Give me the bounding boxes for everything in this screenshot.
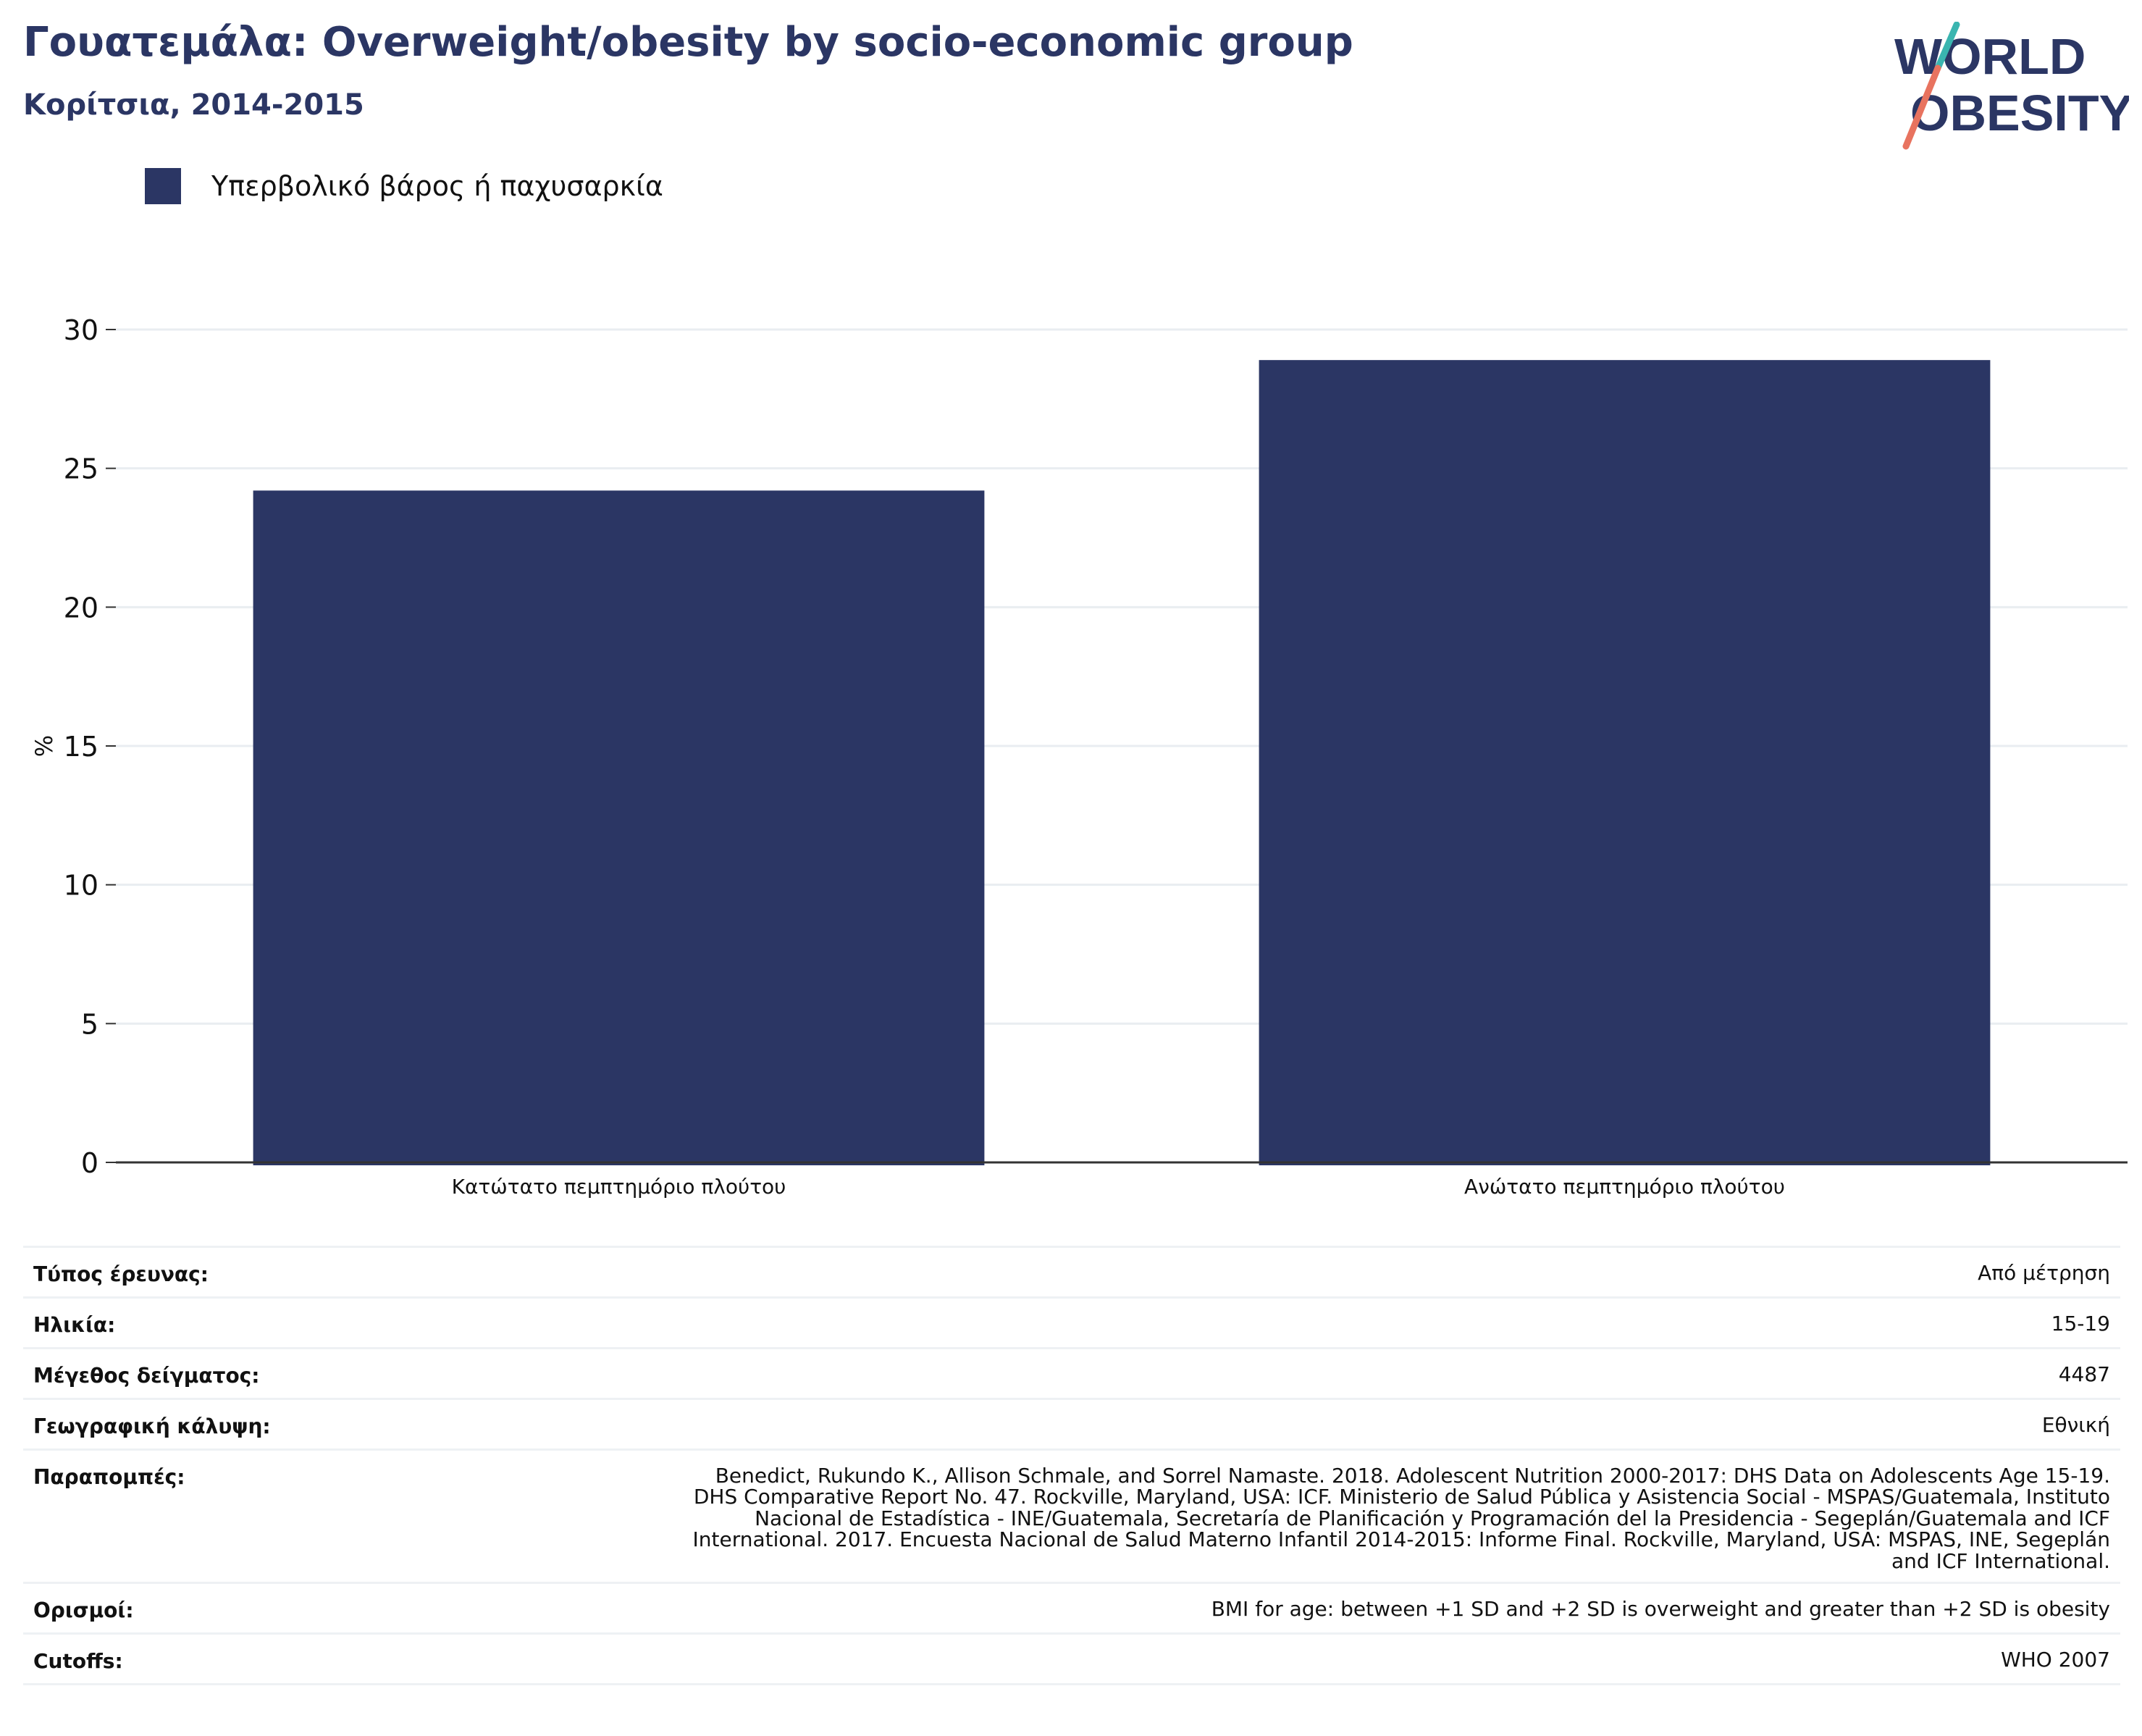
info-value: WHO 2007 [550, 1632, 2120, 1685]
y-tick-label: 5 [81, 1008, 98, 1040]
info-row: Ορισμοί: BMI for age: between +1 SD and +… [23, 1581, 2120, 1634]
info-value: 4487 [550, 1347, 2120, 1399]
info-value-line: and ICF International. [1891, 1548, 2110, 1573]
info-value-line: International. 2017. Encuesta Nacional d… [692, 1527, 2110, 1552]
info-key: Μέγεθος δείγματος: [23, 1347, 550, 1399]
y-tick-label: 15 [64, 731, 98, 763]
y-tick-label: 30 [64, 314, 98, 346]
info-value: BMI for age: between +1 SD and +2 SD is … [550, 1581, 2120, 1634]
info-row: Cutoffs: WHO 2007 [23, 1632, 2120, 1685]
info-value-line: Benedict, Rukundo K., Allison Schmale, a… [715, 1464, 2110, 1488]
logo-line1: WORLD [1894, 28, 2086, 85]
info-value: 15-19 [550, 1296, 2120, 1349]
y-tick-label: 20 [64, 592, 98, 624]
logo-teal-slash [1934, 22, 1960, 72]
info-key: Ορισμοί: [23, 1581, 550, 1634]
info-value: Benedict, Rukundo K., Allison Schmale, a… [550, 1448, 2120, 1583]
info-key: Παραπομπές: [23, 1448, 550, 1583]
logo-coral-slash [1902, 64, 1941, 150]
info-value-line: Nacional de Estadística - INE/Guatemala,… [755, 1506, 2110, 1530]
page-subtitle: Κορίτσια, 2014-2015 [23, 88, 364, 122]
x-tick-label: Ανώτατο πεμπτημόριο πλούτου [1464, 1175, 1785, 1199]
bar-chart: 0 5 10 15 20 25 30% Κατώτατο πεμπτημόριο πλούτο… [30, 314, 2128, 1199]
info-value: Εθνική [550, 1398, 2120, 1450]
info-value-line: DHS Comparative Report No. 47. Rockville… [693, 1485, 2110, 1509]
bar [1259, 360, 1991, 1166]
y-tick-label: 0 [81, 1147, 98, 1179]
info-row: Τύπος έρευνας: Από μέτρηση [23, 1246, 2120, 1298]
info-row: Ηλικία: 15-19 [23, 1296, 2120, 1349]
page-title: Γουατεμάλα: Overweight/obesity by socio-… [23, 19, 1353, 66]
legend-label: Υπερβολικό βάρος ή παχυσαρκία [211, 170, 663, 202]
info-key: Γεωγραφική κάλυψη: [23, 1398, 550, 1450]
info-key: Cutoffs: [23, 1632, 550, 1685]
bar [253, 490, 985, 1165]
y-tick-label: 25 [64, 453, 98, 485]
x-tick-label: Κατώτατο πεμπτημόριο πλούτου [452, 1175, 786, 1199]
info-row: Γεωγραφική κάλυψη: Εθνική [23, 1398, 2120, 1450]
info-row: Μέγεθος δείγματος: 4487 [23, 1347, 2120, 1399]
info-key: Ηλικία: [23, 1296, 550, 1349]
legend: Υπερβολικό βάρος ή παχυσαρκία [145, 168, 663, 204]
y-tick-label: 10 [64, 870, 98, 902]
y-axis-label: % [30, 735, 58, 757]
logo-line2: OBESITY [1910, 85, 2129, 141]
info-value: Από μέτρηση [550, 1246, 2120, 1298]
info-row: Παραπομπές: Benedict, Rukundo K., Allison… [23, 1448, 2120, 1583]
info-key: Τύπος έρευνας: [23, 1246, 550, 1298]
world-obesity-logo: WORLD OBESITY [1894, 22, 2129, 150]
legend-swatch [145, 168, 181, 204]
info-table: Τύπος έρευνας: Από μέτρηση Ηλικία: 15-19 Μέγ… [23, 1246, 2120, 1685]
